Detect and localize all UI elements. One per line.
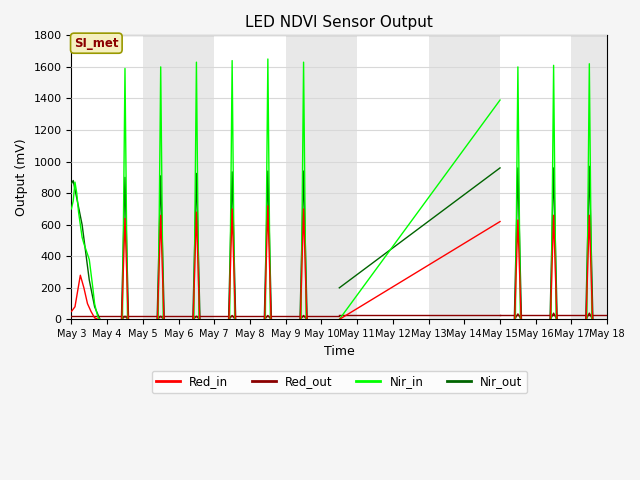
Bar: [572, 36, 640, 319]
Bar: [72, 36, 143, 319]
Bar: [500, 36, 572, 319]
Text: SI_met: SI_met: [74, 36, 118, 50]
Bar: [143, 36, 214, 319]
Bar: [429, 36, 500, 319]
Legend: Red_in, Red_out, Nir_in, Nir_out: Red_in, Red_out, Nir_in, Nir_out: [152, 371, 527, 393]
Y-axis label: Output (mV): Output (mV): [15, 139, 28, 216]
X-axis label: Time: Time: [324, 345, 355, 358]
Bar: [285, 36, 357, 319]
Bar: [214, 36, 285, 319]
Title: LED NDVI Sensor Output: LED NDVI Sensor Output: [245, 15, 433, 30]
Bar: [357, 36, 429, 319]
